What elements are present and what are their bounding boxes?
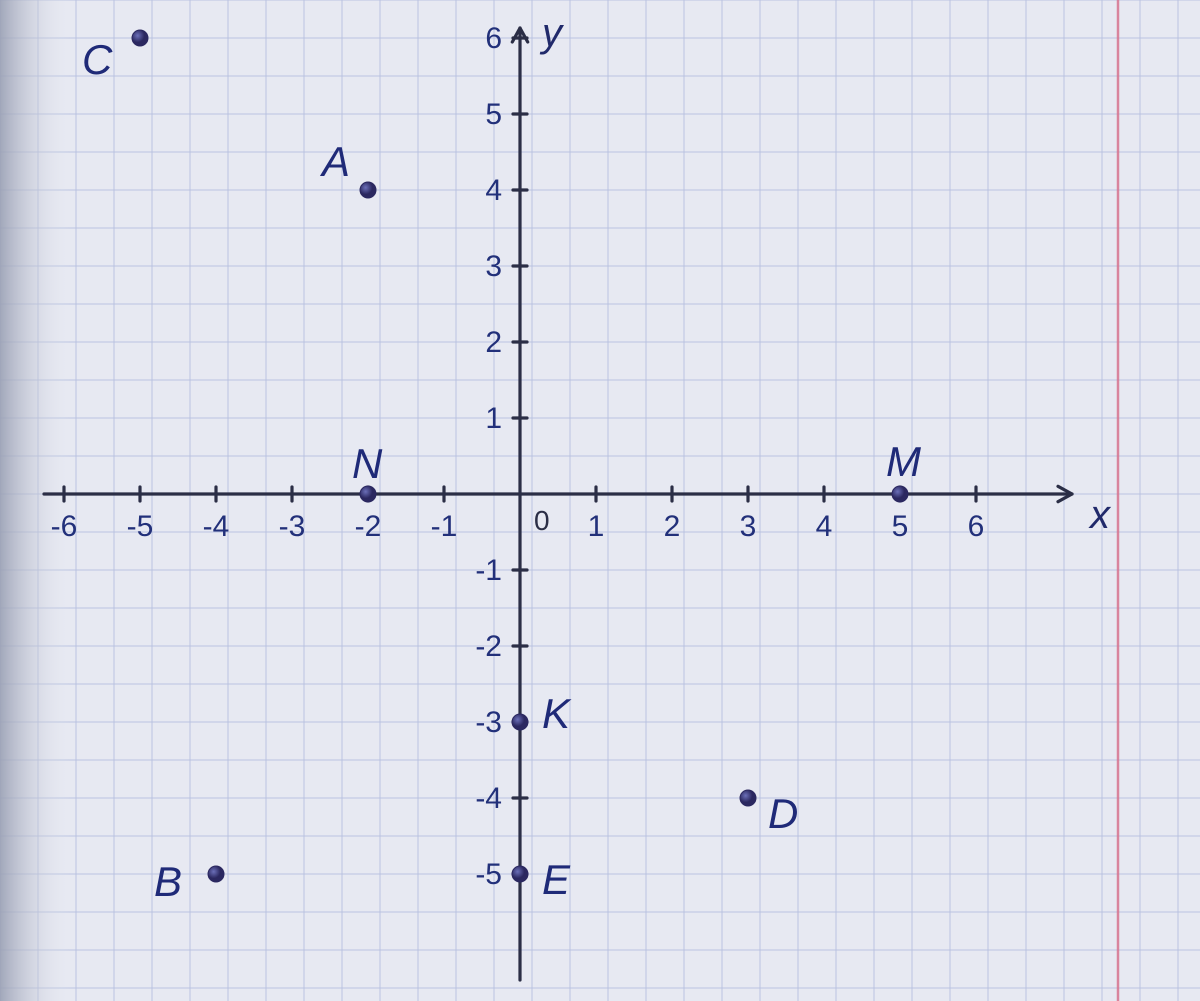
point-A	[360, 182, 376, 198]
x-tick-label: 4	[816, 510, 833, 543]
point-C	[132, 30, 148, 46]
y-tick-label: 3	[485, 250, 502, 283]
x-tick-label: 1	[588, 510, 605, 543]
y-tick-label: 6	[485, 22, 502, 55]
paper-background	[0, 0, 1200, 1001]
binding-shadow	[0, 0, 70, 1001]
coordinate-plane-figure: -6 -5 -4 -3 -2 -1 1 2 3 4 5 6 -5 -4 -3 -2 -1 1 2 3 4 5 6 0 x y C A N…	[0, 0, 1200, 1001]
x-tick-label: 3	[740, 510, 757, 543]
x-tick-label: -3	[279, 510, 306, 543]
y-tick-label: -4	[475, 782, 502, 815]
point-K	[512, 714, 528, 730]
x-tick-label: -1	[431, 510, 458, 543]
point-label-M: M	[886, 438, 921, 485]
point-label-N: N	[352, 440, 383, 487]
y-tick-label: 5	[485, 98, 502, 131]
point-label-D: D	[768, 790, 798, 837]
x-tick-label: -6	[51, 510, 78, 543]
y-tick-label: 1	[485, 402, 502, 435]
x-tick-label: -2	[355, 510, 382, 543]
x-tick-label: -4	[203, 510, 230, 543]
point-B	[208, 866, 224, 882]
point-label-K: K	[542, 690, 572, 737]
point-N	[360, 486, 376, 502]
y-tick-label: -1	[475, 554, 502, 587]
point-label-C: C	[82, 36, 113, 83]
x-tick-label: 6	[968, 510, 985, 543]
x-tick-label: 5	[892, 510, 909, 543]
y-tick-label: -5	[475, 858, 502, 891]
point-label-E: E	[542, 856, 571, 903]
origin-label: 0	[534, 505, 550, 536]
point-label-A: A	[319, 138, 350, 185]
x-tick-label: -5	[127, 510, 154, 543]
plot-svg: -6 -5 -4 -3 -2 -1 1 2 3 4 5 6 -5 -4 -3 -2 -1 1 2 3 4 5 6 0 x y C A N…	[0, 0, 1200, 1001]
x-axis-label: x	[1088, 493, 1112, 537]
point-M	[892, 486, 908, 502]
point-E	[512, 866, 528, 882]
y-axis-label: y	[539, 11, 565, 55]
point-label-B: B	[154, 858, 182, 905]
x-tick-label: 2	[664, 510, 681, 543]
point-D	[740, 790, 756, 806]
y-tick-label: 4	[485, 174, 502, 207]
y-tick-label: -2	[475, 630, 502, 663]
y-tick-label: -3	[475, 706, 502, 739]
y-tick-label: 2	[485, 326, 502, 359]
